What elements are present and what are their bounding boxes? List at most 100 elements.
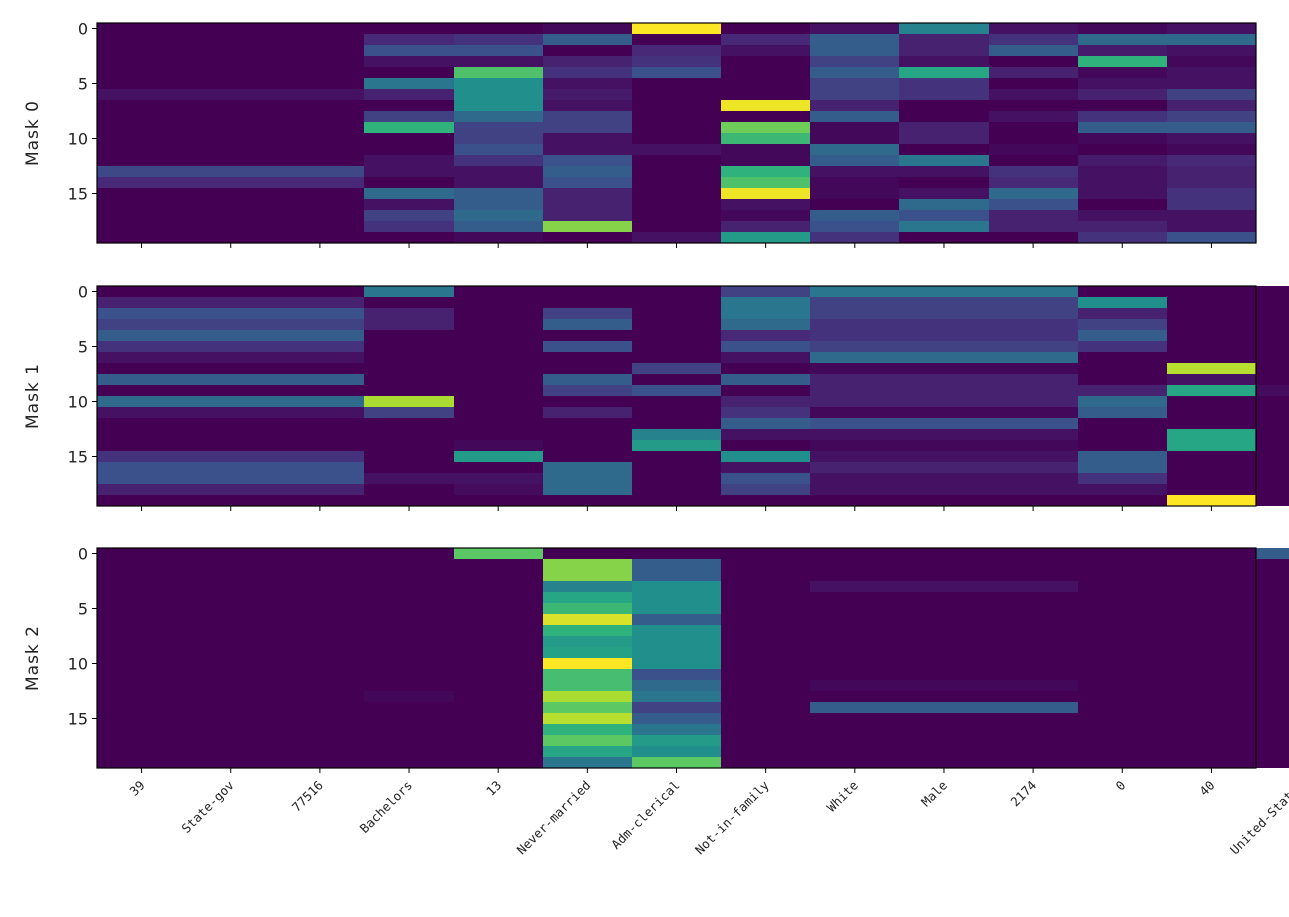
heatmap-cell (1167, 199, 1256, 210)
heatmap-cell (899, 396, 989, 407)
heatmap-cell (721, 166, 810, 177)
heatmap-cell (810, 363, 899, 374)
heatmap-cell (810, 100, 899, 111)
heatmap-cell (721, 56, 810, 67)
heatmap-cell (810, 166, 899, 177)
heatmap-cell (632, 396, 721, 407)
heatmap-cell (275, 462, 364, 473)
heatmap-cell (721, 341, 810, 352)
heatmap-cell (543, 680, 632, 691)
heatmap-cell (899, 188, 989, 199)
heatmap-cell (810, 680, 899, 691)
heatmap-cell (721, 319, 810, 330)
heatmap-cell (454, 396, 543, 407)
heatmap-cell (1078, 297, 1167, 308)
heatmap-cell (899, 78, 989, 89)
heatmap-cell (632, 232, 721, 243)
heatmap-cell (186, 308, 275, 319)
heatmap-cell (810, 658, 899, 669)
heatmap-cell (1078, 713, 1167, 724)
heatmap-cell (1256, 418, 1289, 429)
heatmap-cell (1256, 308, 1289, 319)
heatmap-cell (810, 713, 899, 724)
heatmap-cell (1078, 177, 1167, 188)
heatmap-cell (810, 89, 899, 100)
heatmap-cell (1078, 188, 1167, 199)
heatmap-cell (632, 702, 721, 713)
heatmap-cell (186, 199, 275, 210)
heatmap-cell (454, 462, 543, 473)
heatmap-cell (632, 177, 721, 188)
heatmap-cell (275, 188, 364, 199)
heatmap-cell (275, 133, 364, 144)
heatmap-cell (543, 166, 632, 177)
heatmap-cell (899, 111, 989, 122)
heatmap-cell (1167, 45, 1256, 56)
heatmap-cell (989, 45, 1078, 56)
heatmap-cell (721, 548, 810, 559)
heatmap-cell (543, 363, 632, 374)
heatmap-cell (632, 581, 721, 592)
heatmap-cell (543, 625, 632, 636)
heatmap-cell (186, 473, 275, 484)
heatmap-cell (721, 440, 810, 451)
heatmap-cell (97, 603, 186, 614)
heatmap-cell (454, 385, 543, 396)
heatmap-cell (275, 429, 364, 440)
heatmap-cell (989, 680, 1078, 691)
heatmap-cell (186, 746, 275, 757)
heatmap-cell (454, 636, 543, 647)
heatmap-cell (454, 746, 543, 757)
heatmap-cell (1167, 636, 1256, 647)
heatmap-cell (989, 495, 1078, 506)
y-axis-label: Mask 2 (23, 625, 43, 691)
heatmap-cell (97, 548, 186, 559)
heatmap-cell (97, 429, 186, 440)
heatmap-cell (810, 144, 899, 155)
heatmap-cell (1078, 680, 1167, 691)
heatmap-cell (1256, 396, 1289, 407)
heatmap-cell (543, 548, 632, 559)
heatmap-cell (632, 352, 721, 363)
heatmap-cell (97, 78, 186, 89)
heatmap-cell (721, 34, 810, 45)
heatmap-cell (97, 592, 186, 603)
x-tick-label: 2174 (1007, 778, 1039, 810)
heatmap-cell (721, 581, 810, 592)
y-tick-label: 5 (78, 338, 88, 357)
heatmap-cell (186, 451, 275, 462)
x-tick-label: Male (918, 778, 950, 810)
heatmap-cell (1078, 407, 1167, 418)
heatmap-cell (1167, 385, 1256, 396)
heatmap-cell (899, 385, 989, 396)
heatmap-cell (97, 341, 186, 352)
heatmap-cell (721, 757, 810, 768)
x-tick-label: Adm-clerical (608, 778, 682, 852)
heatmap-cell (275, 581, 364, 592)
heatmap-cell (989, 396, 1078, 407)
heatmap-cell (989, 592, 1078, 603)
heatmap-cell (1078, 155, 1167, 166)
heatmap-cell (454, 330, 543, 341)
heatmap-cell (1078, 221, 1167, 232)
heatmap-cell (275, 319, 364, 330)
x-tick-label: White (824, 778, 861, 815)
heatmap-cell (1078, 702, 1167, 713)
heatmap-cell (899, 341, 989, 352)
heatmap-cell (97, 199, 186, 210)
heatmap-cell (543, 341, 632, 352)
heatmap-cell (275, 724, 364, 735)
heatmap-cell (1256, 658, 1289, 669)
heatmap-cell (721, 680, 810, 691)
heatmap-cell (1256, 374, 1289, 385)
heatmap-cell (899, 746, 989, 757)
heatmap-cell (97, 559, 186, 570)
heatmap-cell (543, 34, 632, 45)
heatmap-cell (364, 133, 454, 144)
heatmap-cell (721, 67, 810, 78)
heatmap-cell (721, 724, 810, 735)
heatmap-cell (1167, 330, 1256, 341)
heatmap-cell (989, 308, 1078, 319)
heatmap-cell (1167, 570, 1256, 581)
heatmap-cell (543, 473, 632, 484)
